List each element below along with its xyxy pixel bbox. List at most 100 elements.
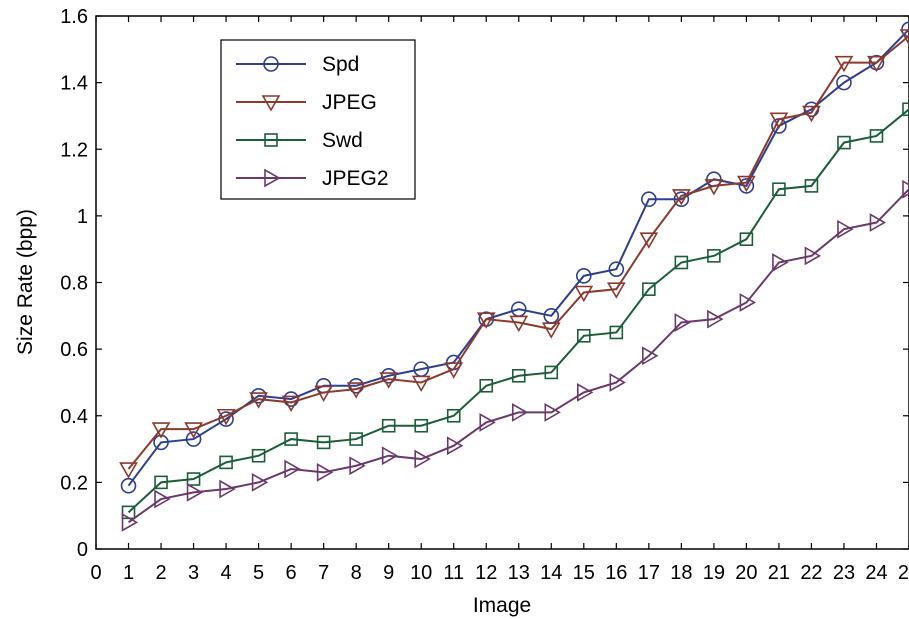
data-point-jpeg2 (154, 489, 171, 509)
data-point-jpeg2 (804, 246, 822, 266)
y-tick-label: 0 (77, 539, 88, 561)
data-point-swd (869, 129, 884, 143)
data-point-jpeg (119, 462, 138, 479)
data-point-jpeg2 (642, 346, 659, 366)
data-point-swd (316, 435, 331, 450)
legend-box (220, 39, 416, 200)
series-line-jpeg (127, 35, 909, 470)
x-tick-label: 19 (703, 562, 725, 584)
data-point-jpeg (281, 395, 301, 413)
data-point-jpeg (769, 112, 789, 129)
x-tick-label: 10 (410, 562, 432, 584)
data-point-jpeg2 (739, 293, 757, 312)
x-tick-label: 6 (286, 562, 297, 584)
data-point-jpeg2 (707, 309, 724, 329)
data-point-jpeg2 (446, 436, 464, 456)
data-point-jpeg2 (251, 472, 269, 492)
data-point-jpeg2 (609, 373, 626, 392)
data-point-spd (185, 431, 202, 447)
x-tick-label: 16 (605, 562, 627, 584)
y-tick-label: 0.8 (60, 273, 88, 295)
legend-label-jpeg: JPEG (322, 91, 377, 114)
data-point-jpeg2 (186, 482, 204, 502)
x-tick-label: 17 (638, 562, 660, 584)
data-point-jpeg (346, 382, 366, 399)
data-point-swd (186, 472, 201, 486)
data-point-swd (544, 365, 559, 380)
data-point-jpeg (802, 105, 821, 123)
y-tick-label: 0.2 (60, 472, 88, 494)
legend-marker-spd (263, 56, 279, 72)
data-point-swd (349, 432, 363, 446)
data-point-swd (674, 255, 689, 270)
data-point-jpeg2 (674, 313, 691, 332)
legend-label-jpeg2: JPEG2 (322, 167, 389, 190)
data-point-jpeg2 (316, 463, 334, 482)
data-point-jpeg (671, 189, 691, 206)
series-layer (119, 21, 909, 532)
y-tick-label: 1 (77, 206, 88, 228)
data-point-spd (673, 191, 690, 208)
data-point-swd (381, 418, 396, 433)
data-point-swd (284, 432, 298, 446)
x-tick-label: 13 (508, 562, 530, 584)
data-point-swd (739, 232, 754, 246)
data-point-jpeg2 (544, 403, 561, 422)
y-tick-label: 1.2 (60, 139, 88, 161)
x-tick-label: 8 (351, 562, 362, 584)
legend-marker-swd (264, 133, 278, 147)
data-point-jpeg (509, 315, 529, 333)
data-point-jpeg2 (869, 213, 887, 232)
x-axis-label: Image (473, 594, 531, 617)
data-point-jpeg2 (479, 413, 496, 432)
legend: Spd JPEG Swd JPEG2 (220, 39, 416, 200)
x-tick-label: 18 (670, 562, 692, 584)
data-point-spd (738, 178, 755, 194)
series-swd (121, 102, 909, 520)
legend-label-spd: Spd (322, 53, 359, 76)
data-point-jpeg2 (414, 449, 431, 469)
x-tick-label: 20 (735, 562, 757, 584)
data-point-jpeg2 (511, 403, 529, 422)
data-point-swd (804, 179, 819, 193)
series-line-swd (127, 108, 909, 514)
data-point-spd (575, 268, 592, 284)
series-jpeg (119, 29, 909, 479)
data-point-spd (836, 74, 852, 91)
data-point-spd (153, 434, 169, 451)
data-point-swd (642, 282, 656, 296)
data-point-jpeg2 (772, 253, 789, 272)
x-tick-label: 4 (221, 562, 232, 584)
data-point-jpeg (574, 285, 594, 303)
data-point-jpeg (444, 362, 464, 379)
data-point-jpeg (476, 312, 496, 329)
x-tick-label: 9 (383, 562, 394, 584)
x-tick-label: 2 (155, 562, 166, 584)
data-point-jpeg2 (121, 512, 139, 532)
data-point-jpeg2 (837, 219, 854, 239)
data-point-jpeg (867, 55, 886, 73)
data-point-jpeg2 (219, 479, 236, 499)
x-tick-label: 0 (90, 562, 101, 584)
x-tick-label: 7 (318, 562, 329, 584)
data-point-swd (414, 418, 429, 433)
legend-marker-jpeg2 (264, 168, 281, 188)
y-tick-label: 1.4 (60, 73, 88, 95)
x-tick-label: 22 (800, 562, 822, 584)
legend-label-swd: Swd (322, 129, 363, 152)
data-point-jpeg (314, 385, 334, 403)
data-point-jpeg (184, 422, 203, 439)
data-point-swd (609, 325, 624, 340)
x-tick-label: 3 (188, 562, 199, 584)
series-jpeg2 (121, 179, 909, 532)
data-point-jpeg (606, 282, 626, 299)
x-tick-label: 5 (253, 562, 264, 584)
data-point-jpeg (639, 232, 659, 249)
data-point-swd (219, 455, 233, 470)
x-tick-label: 24 (865, 562, 887, 584)
x-tick-label: 14 (540, 562, 562, 584)
x-tick-label: 12 (475, 562, 497, 584)
data-point-spd (120, 477, 137, 494)
data-point-swd (707, 249, 721, 263)
